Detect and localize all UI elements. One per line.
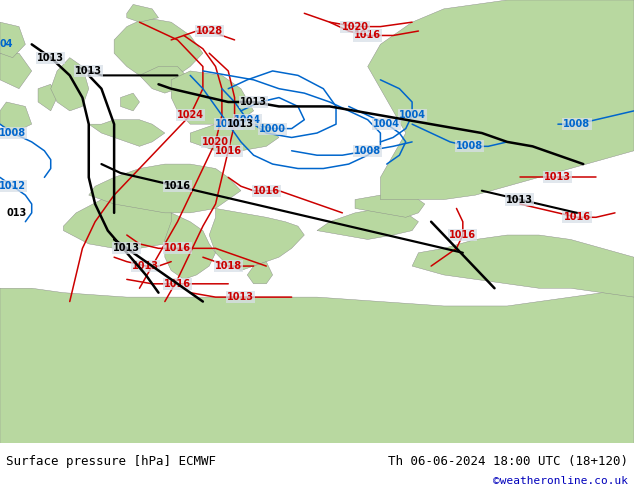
Text: 1013: 1013 — [113, 244, 140, 253]
Text: 1016: 1016 — [164, 244, 191, 253]
Text: 04: 04 — [0, 39, 13, 49]
Polygon shape — [368, 0, 634, 199]
Text: 1020: 1020 — [202, 137, 229, 147]
Text: 1013: 1013 — [545, 172, 571, 182]
Text: 1013: 1013 — [228, 119, 254, 129]
Polygon shape — [63, 195, 178, 248]
Polygon shape — [51, 58, 89, 111]
Text: Surface pressure [hPa] ECMWF: Surface pressure [hPa] ECMWF — [6, 455, 216, 467]
Text: 1016: 1016 — [354, 30, 381, 41]
Text: 1020: 1020 — [342, 22, 368, 32]
Text: 1016: 1016 — [164, 279, 191, 289]
Polygon shape — [412, 235, 634, 297]
Text: 1012: 1012 — [0, 181, 26, 191]
Text: Th 06-06-2024 18:00 UTC (18+120): Th 06-06-2024 18:00 UTC (18+120) — [387, 455, 628, 467]
Text: 1008: 1008 — [215, 119, 242, 129]
Text: 1008: 1008 — [564, 119, 590, 129]
Polygon shape — [0, 288, 634, 443]
Text: 1024: 1024 — [177, 110, 204, 121]
Text: 013: 013 — [6, 208, 27, 218]
Text: 1016: 1016 — [164, 181, 191, 191]
Text: 1016: 1016 — [253, 186, 280, 196]
Text: 1004: 1004 — [373, 119, 400, 129]
Text: 1013: 1013 — [75, 66, 102, 76]
Polygon shape — [127, 4, 158, 22]
Text: 1016: 1016 — [215, 146, 242, 156]
Polygon shape — [209, 208, 304, 270]
Text: 1013: 1013 — [37, 52, 64, 63]
Text: 1018: 1018 — [215, 261, 242, 271]
Text: 1008: 1008 — [456, 141, 482, 151]
Text: 1016: 1016 — [564, 212, 590, 222]
Text: 1028: 1028 — [196, 26, 223, 36]
Text: 1013: 1013 — [133, 261, 159, 271]
Polygon shape — [355, 195, 425, 217]
Text: 1016: 1016 — [450, 230, 476, 240]
Text: 1004: 1004 — [399, 110, 425, 121]
Text: 1013: 1013 — [507, 195, 533, 204]
Text: 1008: 1008 — [0, 128, 26, 138]
Polygon shape — [190, 120, 279, 151]
Polygon shape — [165, 213, 216, 279]
Polygon shape — [89, 164, 241, 213]
Text: 1008: 1008 — [354, 146, 381, 156]
Polygon shape — [139, 67, 190, 93]
Polygon shape — [171, 71, 254, 124]
Polygon shape — [120, 93, 139, 111]
Polygon shape — [89, 120, 165, 147]
Text: 1013: 1013 — [240, 97, 267, 107]
Polygon shape — [114, 18, 203, 80]
Polygon shape — [0, 102, 32, 133]
Text: 1004: 1004 — [234, 115, 261, 125]
Text: ©weatheronline.co.uk: ©weatheronline.co.uk — [493, 476, 628, 486]
Text: 1013: 1013 — [228, 292, 254, 302]
Polygon shape — [247, 262, 273, 284]
Polygon shape — [38, 84, 57, 111]
Polygon shape — [0, 22, 25, 58]
Polygon shape — [317, 208, 418, 240]
Polygon shape — [0, 53, 32, 89]
Text: 1000: 1000 — [259, 123, 286, 134]
